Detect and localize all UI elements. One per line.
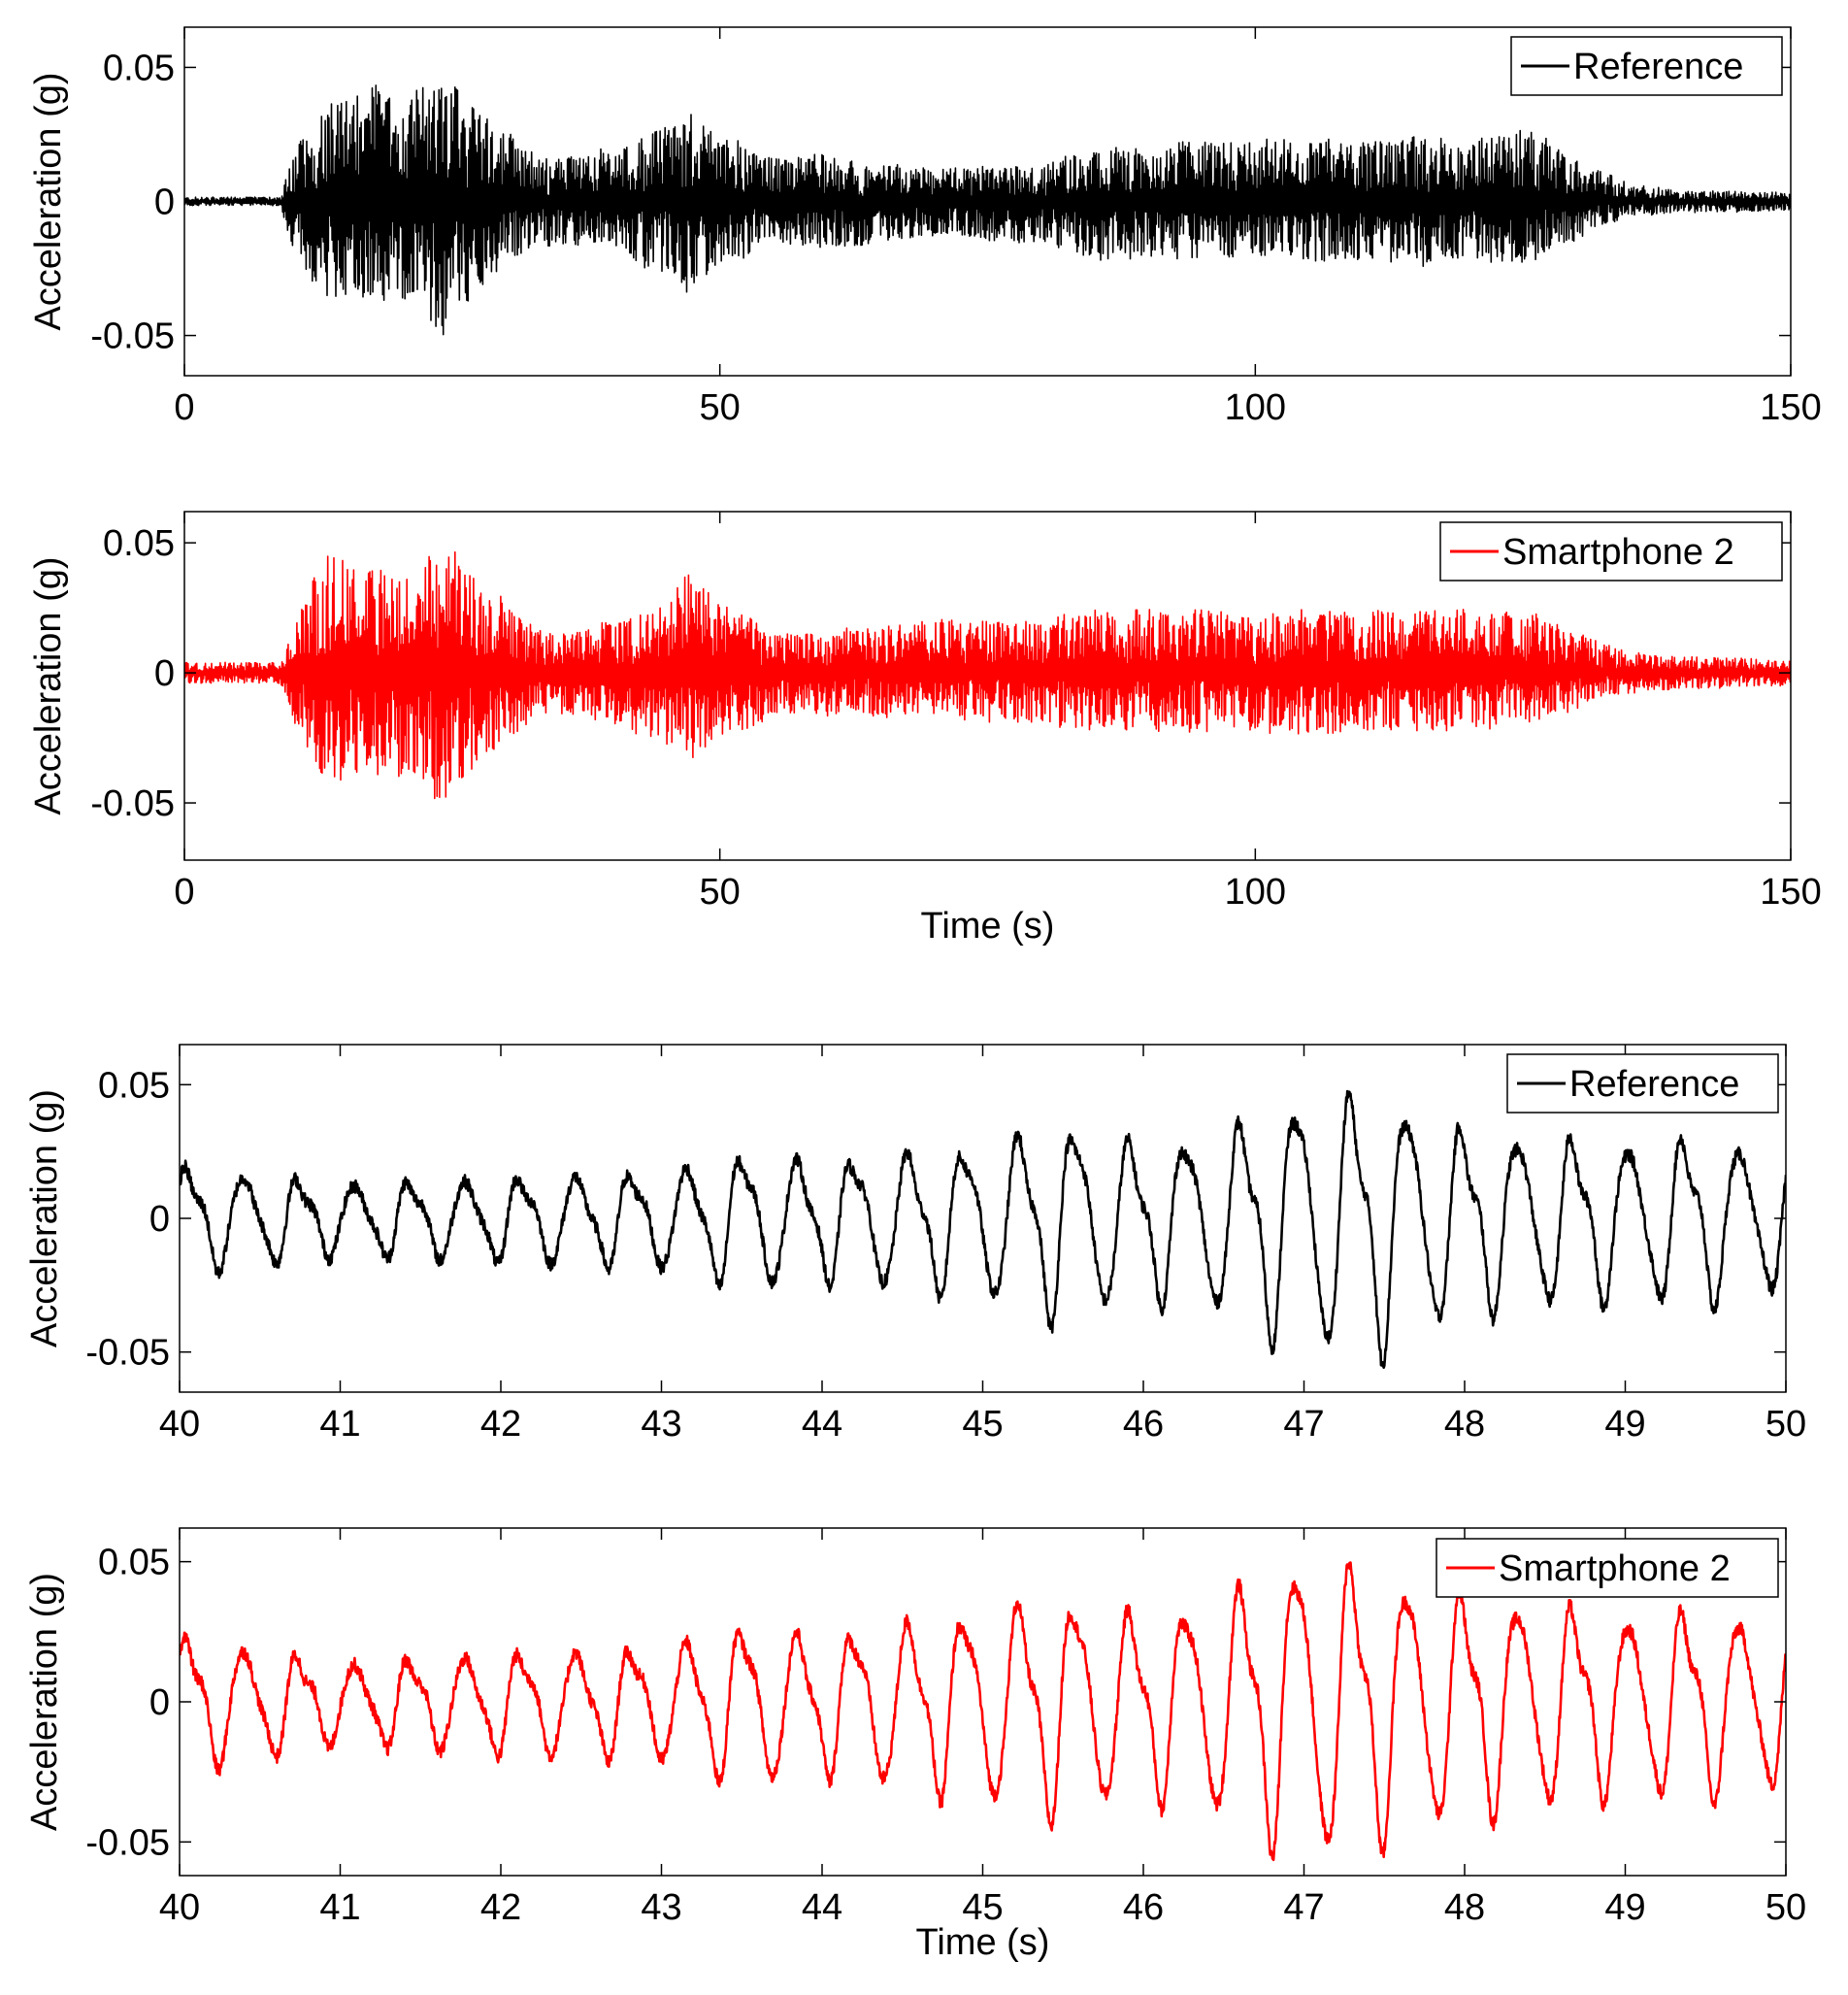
x-tick-label: 100: [1225, 387, 1286, 428]
y-axis-title: Acceleration (g): [24, 1573, 65, 1831]
plot-area-frame: [183, 511, 1792, 861]
x-tick-label: 41: [319, 1887, 360, 1928]
x-tick-label: 47: [1283, 1887, 1324, 1928]
chart-panel-2: 0 50 100 150 -0.05 0 0.05 Acceleration (g) Time …: [28, 511, 1822, 947]
x-tick-label: 50: [1766, 1404, 1806, 1445]
x-tick-label: 46: [1123, 1887, 1164, 1928]
x-axis-title: Time (s): [916, 1922, 1050, 1963]
x-tick-label: 45: [962, 1404, 1003, 1445]
x-tick-label: 46: [1123, 1404, 1164, 1445]
y-axis-title: Acceleration (g): [28, 72, 69, 330]
series-line-smartphone-2: [180, 1561, 1786, 1862]
x-tick-label: 42: [480, 1887, 521, 1928]
legend-label: Reference: [1573, 47, 1743, 87]
x-axis-title: Time (s): [921, 906, 1055, 947]
x-tick-label: 150: [1760, 387, 1821, 428]
x-tick-label: 0: [174, 387, 194, 428]
y-tick-label: 0: [154, 183, 175, 223]
x-tick-label: 40: [159, 1887, 200, 1928]
legend-label: Smartphone 2: [1499, 1548, 1731, 1589]
y-axis-title: Acceleration (g): [28, 556, 69, 815]
x-tick-label: 40: [159, 1404, 200, 1445]
legend-label: Reference: [1569, 1064, 1739, 1105]
legend: Reference: [1510, 36, 1783, 96]
x-tick-label: 43: [641, 1404, 681, 1445]
series-line-reference: [180, 1089, 1786, 1369]
y-tick-label: 0: [149, 1682, 170, 1723]
y-tick-label: -0.05: [90, 316, 175, 357]
x-tick-label: 49: [1604, 1404, 1645, 1445]
x-tick-label: 45: [962, 1887, 1003, 1928]
y-tick-label: 0.05: [98, 1543, 170, 1583]
x-tick-label: 100: [1225, 872, 1286, 913]
x-tick-label: 50: [700, 872, 741, 913]
chart-panel-3: 40 41 42 43 44 45 46 47 48 49 50 -0.05 0 0.05 Accelera…: [24, 1044, 1806, 1445]
x-tick-label: 42: [480, 1404, 521, 1445]
x-tick-label: 48: [1444, 1404, 1485, 1445]
y-tick-label: -0.05: [85, 1822, 170, 1863]
y-tick-label: -0.05: [85, 1333, 170, 1374]
legend: Reference: [1506, 1053, 1779, 1114]
x-tick-label: 41: [319, 1404, 360, 1445]
x-tick-label: 150: [1760, 872, 1821, 913]
x-tick-label: 43: [641, 1887, 681, 1928]
series-line-reference: [184, 84, 1791, 336]
y-tick-label: 0: [149, 1199, 170, 1240]
x-tick-label: 44: [802, 1404, 842, 1445]
legend: Smartphone 2: [1436, 1538, 1779, 1598]
series-line-smartphone-2: [184, 550, 1791, 800]
y-tick-label: -0.05: [90, 783, 175, 824]
x-tick-label: 47: [1283, 1404, 1324, 1445]
x-tick-label: 48: [1444, 1887, 1485, 1928]
y-tick-label: 0.05: [98, 1065, 170, 1106]
y-tick-label: 0.05: [103, 523, 175, 564]
x-tick-label: 44: [802, 1887, 842, 1928]
x-tick-label: 50: [700, 387, 741, 428]
chart-panel-4: 40 41 42 43 44 45 46 47 48 49 50 -0.05 0 0.05 Accelera…: [24, 1527, 1806, 1963]
y-axis-title: Acceleration (g): [24, 1089, 65, 1347]
y-tick-label: 0: [154, 653, 175, 694]
x-tick-label: 49: [1604, 1887, 1645, 1928]
y-tick-label: 0.05: [103, 48, 175, 88]
legend-label: Smartphone 2: [1502, 532, 1734, 573]
x-tick-label: 50: [1766, 1887, 1806, 1928]
chart-panel-1: 0 50 100 150 -0.05 0 0.05 Acceleration (g) Refer…: [28, 26, 1822, 428]
legend: Smartphone 2: [1439, 521, 1783, 582]
x-tick-label: 0: [174, 872, 194, 913]
